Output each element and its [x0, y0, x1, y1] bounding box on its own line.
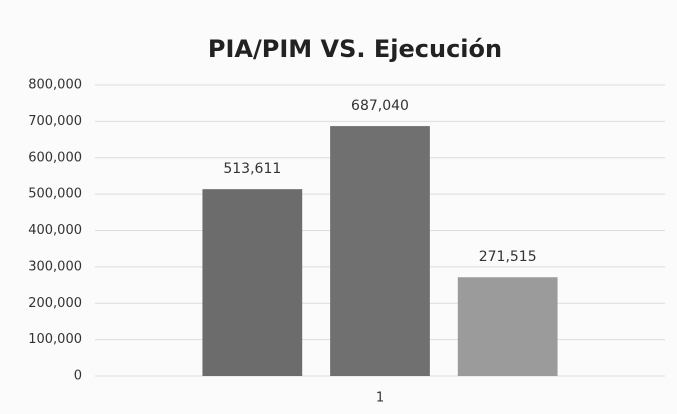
y-tick-label: 800,000: [28, 78, 82, 93]
y-tick-label: 400,000: [28, 223, 82, 238]
value-label: 687,040: [351, 98, 409, 114]
y-tick-label: 700,000: [28, 114, 82, 129]
bar: [330, 126, 430, 376]
chart-title: PIA/PIM VS. Ejecución: [208, 35, 502, 63]
value-label: 271,515: [479, 249, 537, 265]
bar: [202, 189, 303, 376]
bar: [457, 277, 558, 376]
y-tick-label: 100,000: [28, 332, 82, 347]
x-tick-label: 1: [376, 391, 384, 406]
y-tick-label: 300,000: [28, 259, 82, 274]
y-tick-label: 600,000: [28, 150, 82, 165]
y-tick-label: 0: [74, 369, 82, 384]
y-tick-label: 500,000: [28, 187, 82, 202]
value-label: 513,611: [223, 161, 281, 177]
y-tick-label: 200,000: [28, 296, 82, 311]
